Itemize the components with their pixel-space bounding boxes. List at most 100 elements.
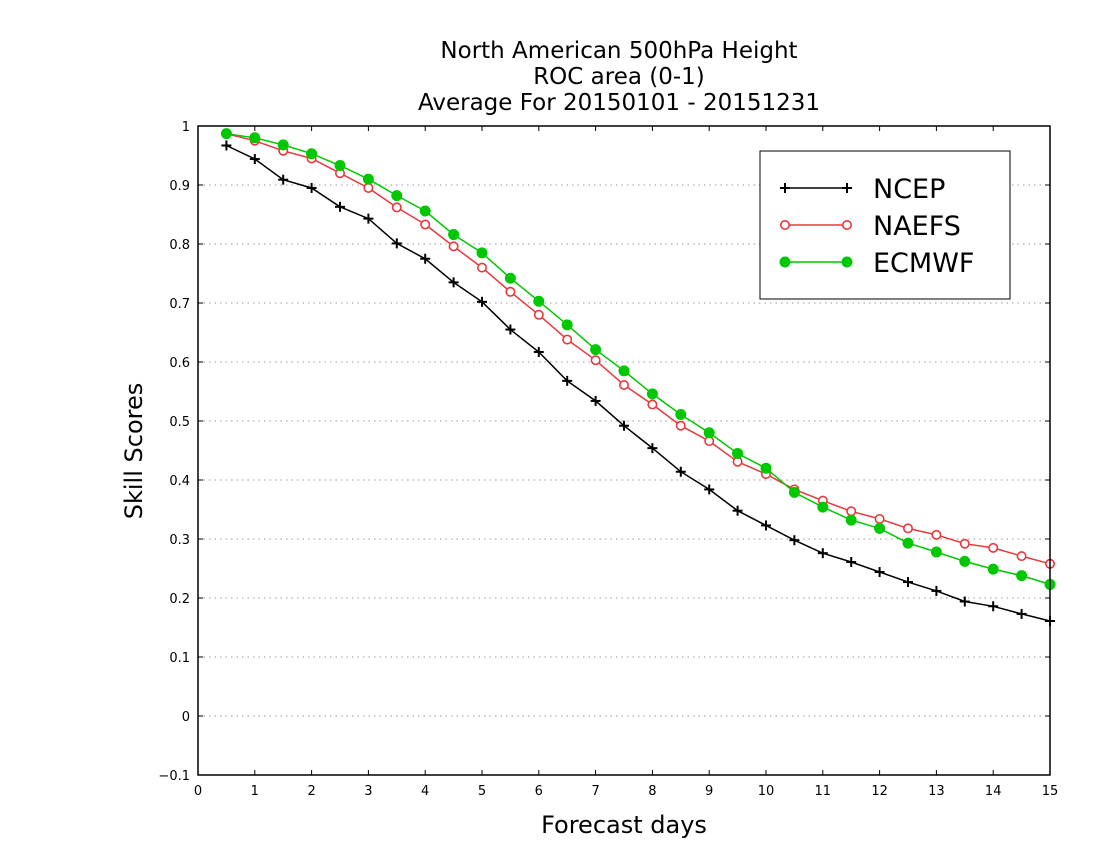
data-point-ecmwf [874, 522, 886, 534]
x-tick-label: 14 [985, 784, 1002, 799]
data-point-ncep [335, 201, 345, 212]
data-point-naefs [675, 420, 686, 431]
data-point-ncep [647, 443, 658, 454]
data-point-ecmwf [362, 173, 374, 185]
data-point-ecmwf [249, 132, 261, 144]
legend-marker-ncep [842, 183, 852, 193]
data-point-ecmwf [703, 427, 715, 439]
data-point-ncep [1016, 608, 1027, 619]
legend: NCEP NAEFS ECMWF [759, 150, 1011, 300]
data-point-ecmwf [732, 447, 744, 459]
legend-marker-naefs [779, 220, 790, 231]
data-point-ecmwf [220, 128, 232, 140]
data-point-naefs [448, 241, 459, 252]
data-point-ncep [817, 548, 828, 559]
data-point-ncep [789, 535, 800, 546]
data-point-ecmwf [760, 462, 772, 474]
data-point-ncep [306, 182, 317, 193]
data-point-naefs [1016, 551, 1027, 562]
data-point-ecmwf [476, 247, 488, 259]
data-point-ncep [761, 520, 771, 531]
x-axis-label: Forecast days [541, 811, 707, 839]
y-tick-label: 0.3 [169, 533, 190, 548]
y-axis-label: Skill Scores [120, 383, 148, 520]
x-axis-ticks: 0 1 2 3 4 5 6 7 8 9 10 11 12 13 14 15 [194, 126, 1058, 799]
data-point-ecmwf [561, 319, 573, 331]
x-tick-label: 5 [478, 784, 486, 799]
data-point-ecmwf [277, 139, 289, 151]
legend-marker-ecmwf [779, 256, 791, 268]
data-point-ecmwf [504, 272, 516, 284]
x-tick-label: 0 [194, 784, 202, 799]
data-point-ecmwf [448, 229, 460, 241]
data-point-naefs [988, 542, 999, 553]
data-point-ecmwf [533, 295, 545, 307]
y-tick-label: 0.6 [169, 356, 190, 371]
y-tick-label: 0.2 [169, 592, 190, 607]
data-point-ncep [533, 346, 544, 357]
x-tick-label: 1 [251, 784, 259, 799]
data-point-ncep [874, 567, 885, 578]
x-tick-label: 2 [307, 784, 315, 799]
series-layer [220, 128, 1056, 627]
y-tick-label: −0.1 [158, 769, 190, 784]
data-point-naefs [874, 513, 885, 524]
legend-marker-ncep [780, 183, 790, 193]
data-point-ncep [221, 140, 232, 151]
data-point-ncep [420, 253, 431, 264]
x-tick-label: 7 [591, 784, 599, 799]
legend-marker-ecmwf [841, 256, 853, 268]
data-point-ncep [391, 238, 402, 249]
data-point-ncep [619, 420, 629, 431]
x-tick-label: 11 [815, 784, 832, 799]
chart-title-line-2: ROC area (0-1) [533, 64, 705, 90]
data-point-ncep [931, 585, 942, 596]
x-tick-label: 4 [421, 784, 429, 799]
data-point-naefs [533, 309, 544, 320]
data-point-ncep [704, 484, 715, 495]
y-tick-label: 0.9 [169, 179, 190, 194]
data-point-ecmwf [675, 409, 687, 421]
y-tick-label: 0.8 [169, 238, 190, 253]
x-tick-label: 8 [648, 784, 656, 799]
x-tick-label: 9 [705, 784, 713, 799]
y-tick-label: 0.5 [169, 415, 190, 430]
y-tick-label: 0 [182, 710, 190, 725]
x-tick-label: 15 [1042, 784, 1059, 799]
legend-label-ecmwf: ECMWF [873, 248, 974, 279]
data-point-ncep [675, 466, 686, 477]
data-point-ncep [562, 375, 573, 386]
x-tick-label: 6 [535, 784, 543, 799]
x-tick-label: 3 [364, 784, 372, 799]
data-point-naefs [959, 538, 970, 549]
legend-marker-naefs [841, 220, 852, 231]
data-point-ncep [903, 577, 913, 588]
y-axis-ticks: −0.1 0 0.1 0.2 0.3 0.4 0.5 0.6 0.7 0.8 0.9 1 [158, 120, 1050, 784]
data-point-ecmwf [391, 190, 403, 202]
data-point-ecmwf [845, 514, 857, 526]
legend-label-ncep: NCEP [873, 174, 945, 205]
data-point-ncep [959, 596, 970, 607]
y-tick-label: 0.4 [169, 474, 190, 489]
data-point-naefs [562, 334, 573, 345]
data-point-naefs [618, 380, 629, 391]
y-tick-label: 1 [182, 120, 190, 135]
data-point-ncep [249, 154, 260, 165]
data-point-naefs [420, 219, 431, 230]
x-tick-label: 12 [871, 784, 888, 799]
data-point-ecmwf [788, 486, 800, 498]
data-point-ncep [448, 277, 459, 288]
chart-title-line-3: Average For 20150101 - 20151231 [418, 90, 820, 116]
data-point-naefs [846, 506, 857, 517]
data-point-naefs [590, 355, 601, 366]
data-point-ncep [590, 395, 601, 406]
data-point-ecmwf [902, 537, 914, 549]
x-tick-label: 13 [928, 784, 945, 799]
data-point-ecmwf [590, 344, 602, 356]
data-point-naefs [391, 202, 402, 213]
data-point-ecmwf [1016, 570, 1028, 582]
data-point-naefs [647, 399, 658, 410]
data-point-ecmwf [646, 388, 658, 400]
data-point-naefs [476, 262, 487, 273]
data-point-ecmwf [618, 365, 630, 377]
